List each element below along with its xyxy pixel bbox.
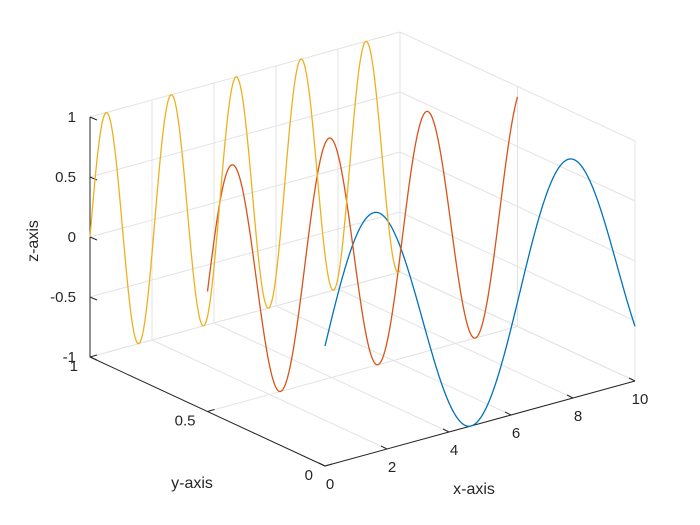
axis-lines (89, 116, 636, 467)
x-tick-mark (380, 445, 388, 450)
grid-line (399, 151, 636, 262)
y-tick-label: 0.5 (175, 413, 196, 430)
z-tick-label: 1 (68, 109, 76, 126)
z-tick-label: -0.5 (50, 289, 76, 306)
y-tick-label: 0 (305, 467, 313, 484)
z-tick-mark (89, 236, 98, 241)
series-line-3 (89, 40, 401, 345)
x-axis-line (324, 380, 636, 467)
grid-line (399, 31, 636, 142)
axis-labels: x-axis y-axis z-axis (25, 220, 495, 498)
x-tick-label: 6 (512, 425, 520, 442)
x-tick-mark (628, 377, 636, 382)
series-line-1 (324, 158, 636, 427)
y-tick-mark (89, 354, 98, 358)
y-tick-label: 1 (70, 358, 78, 375)
y-tick-mark (207, 409, 215, 412)
y-tick-mark (324, 463, 333, 467)
x-tick-mark (566, 394, 574, 399)
grid-line (89, 211, 401, 298)
grid-line (89, 271, 401, 358)
x-tick-label: 8 (574, 408, 582, 425)
grid-line (89, 31, 401, 118)
x-tick-label: 10 (632, 391, 649, 408)
data-series (89, 40, 636, 427)
grid-line (89, 91, 401, 178)
z-tick-mark (89, 116, 98, 121)
grid-line (399, 91, 636, 202)
z-tick-label: -1 (63, 349, 76, 366)
z-tick-mark (89, 176, 98, 181)
x-tick-mark (504, 411, 512, 416)
z-tick-label: 0 (68, 229, 76, 246)
z-tick-mark (89, 296, 98, 301)
x-axis-label: x-axis (453, 481, 495, 498)
x-tick-mark (442, 428, 450, 433)
z-axis-label: z-axis (25, 220, 42, 262)
x-tick-mark (318, 462, 326, 467)
x-tick-label: 2 (388, 459, 396, 476)
grid-line (399, 271, 636, 382)
series-line-2 (206, 96, 519, 393)
z-tick-label: 0.5 (55, 169, 76, 186)
grid-line (399, 211, 636, 322)
z-tick-mark (89, 356, 98, 361)
y-axis-label: y-axis (171, 475, 213, 492)
grid-lines (89, 31, 636, 467)
grid-line (207, 326, 518, 412)
x-tick-label: 4 (450, 442, 458, 459)
x-tick-label: 0 (326, 476, 334, 493)
grid-line (89, 151, 401, 238)
